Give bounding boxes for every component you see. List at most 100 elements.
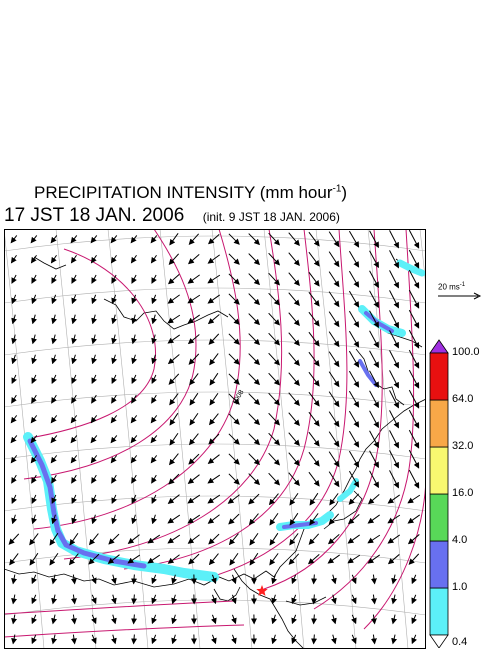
wind-arrow (228, 393, 240, 405)
wind-arrow (51, 374, 57, 385)
wind-arrow (70, 254, 77, 264)
wind-arrow (408, 309, 420, 329)
wind-arrow (288, 392, 300, 407)
wind-arrow (169, 412, 179, 426)
wind-arrow (151, 374, 157, 385)
wind-arrow (187, 494, 201, 504)
wind-arrow (288, 472, 300, 487)
wind-arrow (131, 594, 138, 605)
wind-arrow (308, 231, 320, 247)
wind-arrow (351, 594, 357, 605)
wind-arrow (91, 474, 97, 484)
wind-arrow (71, 294, 77, 305)
wind-arrow (391, 594, 398, 605)
wind-arrow (268, 312, 281, 326)
wind-arrow (31, 574, 37, 585)
wind-arrow (130, 254, 137, 264)
wind-arrow (127, 534, 140, 544)
wind-arrow (308, 533, 320, 545)
wind-arrow (111, 354, 118, 365)
wind-arrow (30, 415, 38, 424)
wind-arrow (228, 433, 240, 445)
wind-arrow (30, 235, 38, 244)
wind-arrow (348, 350, 360, 368)
colorbar-band (429, 446, 449, 495)
wind-arrow (168, 453, 179, 466)
wind-arrow (389, 310, 399, 329)
wind-arrow (71, 334, 78, 345)
wind-arrow (11, 334, 18, 345)
wind-arrow (311, 634, 318, 645)
wind-arrow (328, 231, 340, 248)
wind-arrow (91, 334, 98, 345)
wind-arrow (389, 450, 399, 469)
colorbar-level-label: 4.0 (452, 534, 468, 546)
wind-arrow (308, 391, 320, 407)
wind-arrow (70, 614, 77, 625)
wind-arrow (207, 254, 220, 264)
wind-arrow (30, 435, 38, 444)
wind-arrow (330, 594, 337, 605)
wind-arrow (131, 614, 138, 625)
wind-arrow (228, 413, 240, 425)
wind-arrow (228, 313, 240, 325)
wind-arrow (328, 513, 340, 525)
wind-arrow (387, 554, 400, 565)
wind-arrow (31, 354, 38, 365)
wind-arrow (11, 374, 17, 385)
wind-arrow (31, 494, 37, 505)
wind-arrow (269, 512, 279, 526)
wind-arrow (268, 292, 281, 306)
wind-arrow (30, 254, 37, 264)
wind-arrow (228, 273, 240, 285)
wind-arrow (187, 294, 201, 304)
wind-arrow (408, 469, 420, 489)
wind-arrow (131, 274, 137, 284)
wind-arrow (71, 314, 78, 325)
wind-arrow (31, 334, 38, 345)
wind-arrow (248, 393, 261, 406)
wind-arrow (11, 394, 17, 404)
wind-arrow (308, 311, 320, 327)
wind-arrow (408, 249, 420, 269)
wind-arrow (168, 473, 180, 485)
wind-arrow (311, 574, 318, 585)
wind-arrow (389, 230, 399, 249)
wind-arrow (328, 411, 340, 428)
wind-arrow (389, 350, 399, 369)
wind-arrow (370, 614, 377, 625)
wind-arrow (271, 574, 278, 585)
wind-arrow (347, 514, 360, 525)
wind-arrow (50, 254, 57, 264)
wind-arrow (248, 373, 261, 386)
wind-arrow (271, 614, 278, 625)
wind-arrow (228, 233, 240, 245)
wind-arrow (110, 614, 117, 625)
wind-arrow (51, 334, 58, 345)
wind-arrow (309, 513, 319, 526)
wind-arrow (330, 574, 337, 585)
wind-arrow (288, 352, 300, 367)
wind-arrow (348, 410, 360, 428)
wind-arrow (71, 274, 77, 284)
wind-arrow (70, 574, 77, 585)
wind-arrow (351, 574, 357, 585)
wind-arrow (351, 634, 357, 645)
wind-arrow (151, 334, 158, 345)
wind-arrow (49, 552, 59, 566)
wind-arrow (11, 294, 17, 305)
wind-arrow (151, 314, 158, 325)
wind-arrow (289, 512, 299, 526)
wind-arrow (389, 270, 399, 289)
wind-arrow (228, 353, 240, 365)
init-time: (init. 9 JST 18 JAN. 2006) (202, 210, 340, 224)
wind-arrow (311, 614, 318, 625)
wind-arrow (188, 553, 200, 565)
wind-arrow (411, 574, 417, 585)
wind-arrow (167, 294, 180, 304)
wind-arrow (328, 291, 340, 308)
wind-arrow (11, 634, 18, 645)
wind-arrow (369, 390, 379, 409)
wind-arrow (369, 250, 379, 269)
wind-arrow (268, 432, 281, 446)
